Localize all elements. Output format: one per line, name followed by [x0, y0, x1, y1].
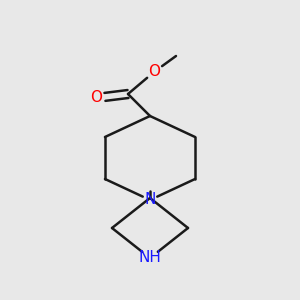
Text: N: N	[144, 193, 156, 208]
Text: O: O	[148, 64, 160, 80]
Text: NH: NH	[139, 250, 161, 266]
Text: O: O	[90, 91, 102, 106]
